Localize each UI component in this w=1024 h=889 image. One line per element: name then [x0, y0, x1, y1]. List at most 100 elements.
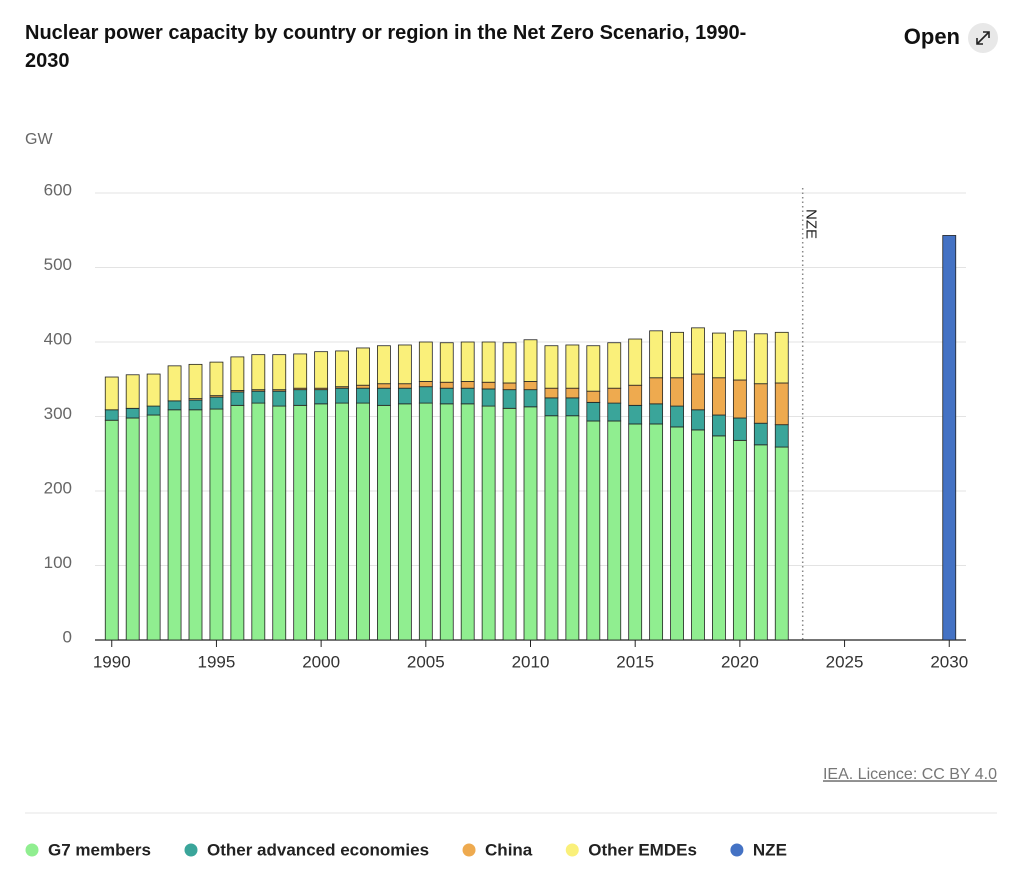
bar-segment	[502, 407, 517, 641]
bar-segment	[732, 417, 747, 441]
y-axis-label: GW	[25, 131, 53, 148]
bar-segment	[439, 387, 454, 405]
x-tick-label: 1995	[198, 652, 236, 671]
bar-segment	[565, 397, 580, 417]
bar-segment	[377, 345, 391, 385]
bar-segment	[586, 420, 601, 641]
bar-segment	[418, 402, 433, 641]
bar-segment	[502, 382, 517, 391]
bar-segment	[439, 381, 454, 389]
legend-label: NZE	[753, 840, 787, 859]
x-tick-label: 2020	[721, 652, 759, 671]
y-tick-label: 500	[44, 255, 72, 274]
legend-swatch	[462, 843, 476, 857]
bar-segment	[481, 405, 496, 641]
bar-segment	[607, 342, 622, 389]
bar-segment	[565, 415, 580, 641]
bar-segment	[439, 342, 454, 383]
bar-segment	[774, 382, 789, 426]
bar-segment	[293, 389, 308, 406]
bar-segment	[649, 330, 664, 379]
bar-segment	[670, 426, 684, 641]
bar-segment	[251, 354, 266, 391]
bar-segment	[251, 402, 266, 641]
x-tick-label: 1990	[93, 652, 131, 671]
legend-swatch	[25, 843, 39, 857]
bar-segment	[544, 415, 559, 641]
bar-segment	[460, 387, 475, 405]
bar-segment	[712, 332, 726, 379]
bar-segment	[293, 404, 308, 641]
bar-segment	[544, 387, 559, 399]
bar-segment	[607, 420, 622, 641]
source-link[interactable]: IEA. Licence: CC BY 4.0	[823, 766, 997, 783]
bar-segment	[523, 381, 538, 391]
bar-segment	[670, 331, 684, 379]
bar-segment	[167, 409, 182, 641]
bar-segment	[523, 406, 538, 641]
bar-segment	[397, 344, 412, 385]
bar-segment	[125, 374, 140, 409]
chart-title: Nuclear power capacity by country or reg…	[25, 22, 746, 72]
x-tick-label: 2000	[302, 652, 340, 671]
bar-segment	[628, 404, 643, 425]
bar-segment	[732, 439, 747, 641]
bar-segment	[565, 344, 580, 389]
bar-segment	[104, 376, 119, 411]
bar-segment	[356, 402, 370, 641]
bar-segment	[418, 386, 433, 404]
bar-segment	[146, 373, 161, 407]
bar-segment	[544, 345, 559, 389]
legend-swatch	[184, 843, 198, 857]
legend-label: Other advanced economies	[207, 840, 429, 859]
bar-segment	[335, 350, 349, 388]
bar-segment	[188, 409, 203, 641]
bar-segment	[377, 387, 391, 406]
bar-segment	[460, 341, 475, 382]
bar-segment	[272, 405, 287, 641]
x-tick-label: 2025	[826, 652, 864, 671]
bar-segment	[460, 381, 475, 389]
bar-segment	[125, 417, 140, 641]
bar-segment	[418, 381, 433, 388]
bar-segment	[649, 423, 664, 641]
bar-segment	[586, 345, 601, 392]
bar-segment	[146, 414, 161, 641]
bar-segment	[188, 399, 203, 411]
bar-segment	[481, 388, 496, 407]
bar-segment	[251, 390, 266, 404]
legend-swatch	[565, 843, 579, 857]
bar-segment	[146, 405, 161, 416]
bar-segment	[628, 338, 643, 386]
bar-segment	[712, 377, 726, 416]
bar-segment	[502, 389, 517, 409]
bar-segment	[125, 407, 140, 419]
bar-segment	[230, 391, 245, 406]
bar-segment	[314, 403, 329, 641]
bar-segment	[586, 390, 601, 403]
bar-segment	[502, 342, 517, 384]
bar-segment	[230, 356, 245, 391]
bar-segment	[377, 383, 391, 389]
legend-label: G7 members	[48, 840, 151, 859]
bar-segment	[774, 331, 789, 384]
bar-segment	[607, 402, 622, 422]
open-button[interactable]: Open	[904, 24, 960, 49]
bar-segment	[188, 363, 203, 400]
bar-segment	[523, 339, 538, 382]
y-tick-label: 600	[44, 180, 72, 199]
bar-segment	[209, 361, 224, 397]
legend-label: China	[485, 840, 533, 859]
bar-segment	[607, 387, 622, 404]
bar-segment	[104, 419, 119, 641]
bar-segment	[649, 403, 664, 425]
bar-segment	[293, 353, 308, 389]
bar-segment	[544, 397, 559, 417]
annotation-label: NZE	[803, 209, 820, 239]
bar-segment	[397, 383, 412, 389]
open-icon-arrow	[976, 31, 990, 45]
x-tick-label: 2015	[616, 652, 654, 671]
x-tick-label: 2010	[512, 652, 550, 671]
bar-segment	[335, 387, 349, 404]
